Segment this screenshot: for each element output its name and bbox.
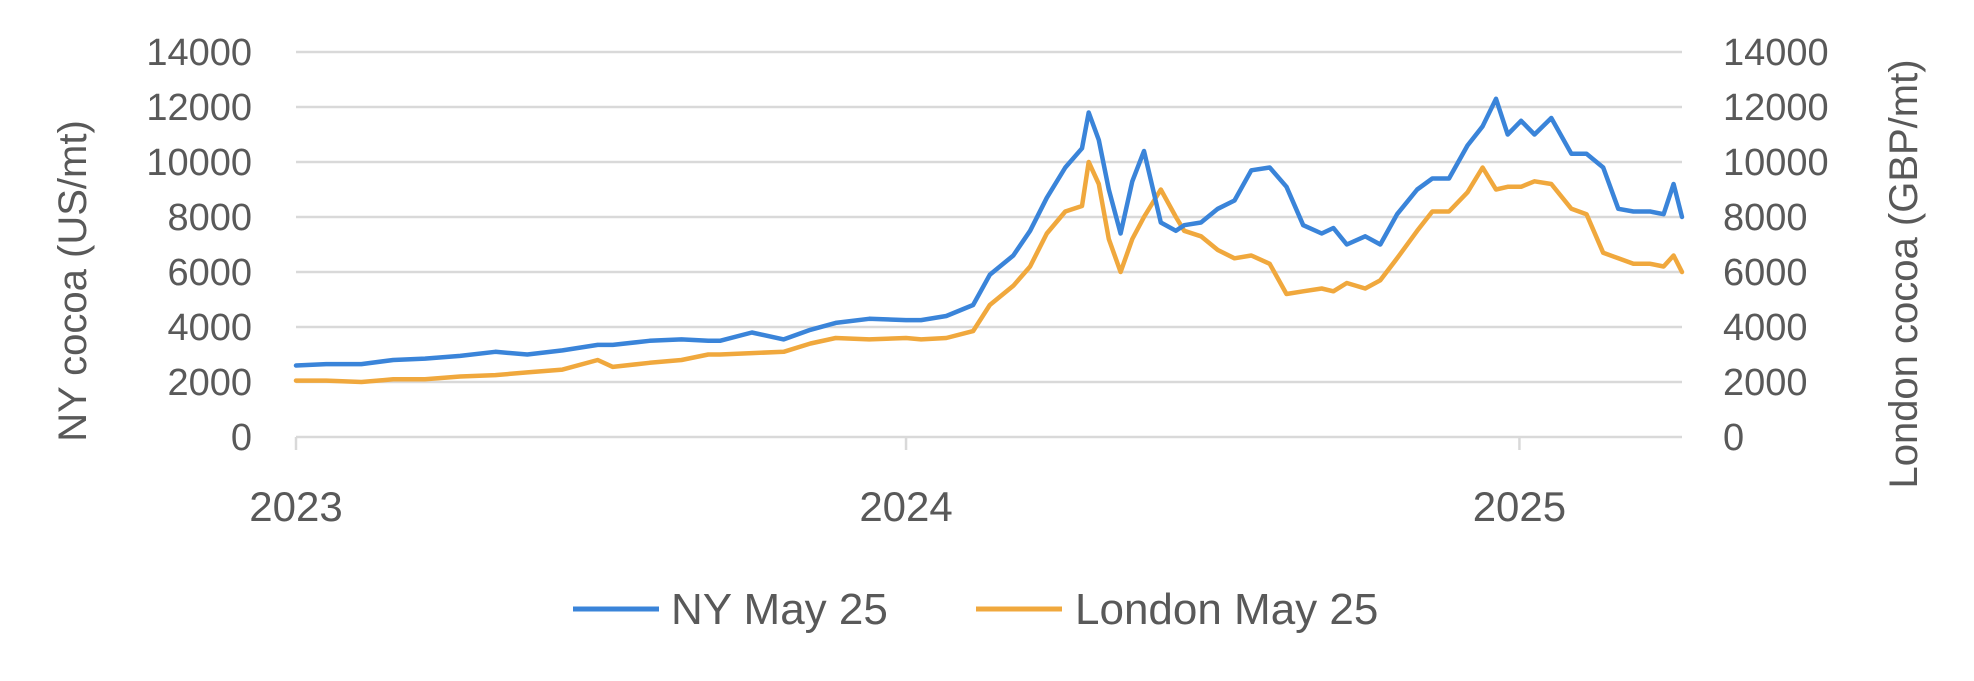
right-y-tick-label: 14000 — [1723, 32, 1829, 74]
right-axis-title: London cocoa (GBP/mt) — [1882, 59, 1926, 488]
left-y-tick-label: 8000 — [167, 197, 252, 239]
left-y-tick-label: 6000 — [167, 252, 252, 294]
right-y-tick-label: 0 — [1723, 417, 1744, 459]
left-y-ticks: 0 2000 4000 6000 8000 10000 12000 14000 — [146, 32, 252, 459]
left-y-tick-label: 12000 — [146, 87, 252, 129]
right-y-tick-label: 6000 — [1723, 252, 1808, 294]
left-y-tick-label: 14000 — [146, 32, 252, 74]
x-tick-label: 2023 — [249, 483, 342, 530]
right-y-tick-label: 12000 — [1723, 87, 1829, 129]
left-y-tick-label: 10000 — [146, 142, 252, 184]
right-y-tick-label: 2000 — [1723, 362, 1808, 404]
right-y-tick-label: 10000 — [1723, 142, 1829, 184]
x-tick-label: 2025 — [1473, 483, 1566, 530]
left-y-tick-label: 0 — [231, 417, 252, 459]
legend-label-ny-may-25: NY May 25 — [671, 585, 888, 634]
x-tick-label: 2024 — [859, 483, 952, 530]
series-line-ny-may-25 — [293, 96, 1685, 368]
right-y-tick-label: 8000 — [1723, 197, 1808, 239]
series-line-london-may-25 — [293, 159, 1685, 385]
x-ticks: 2023 2024 2025 — [249, 437, 1566, 530]
right-y-tick-label: 4000 — [1723, 307, 1808, 349]
left-y-tick-label: 4000 — [167, 307, 252, 349]
series-group — [293, 96, 1685, 385]
left-axis-title: NY cocoa (US/mt) — [51, 120, 95, 442]
right-y-ticks: 0 2000 4000 6000 8000 10000 12000 14000 — [1723, 32, 1829, 459]
left-y-tick-label: 2000 — [167, 362, 252, 404]
legend: NY May 25 London May 25 — [573, 585, 1378, 634]
legend-label-london-may-25: London May 25 — [1075, 585, 1378, 634]
gridlines — [296, 50, 1682, 384]
